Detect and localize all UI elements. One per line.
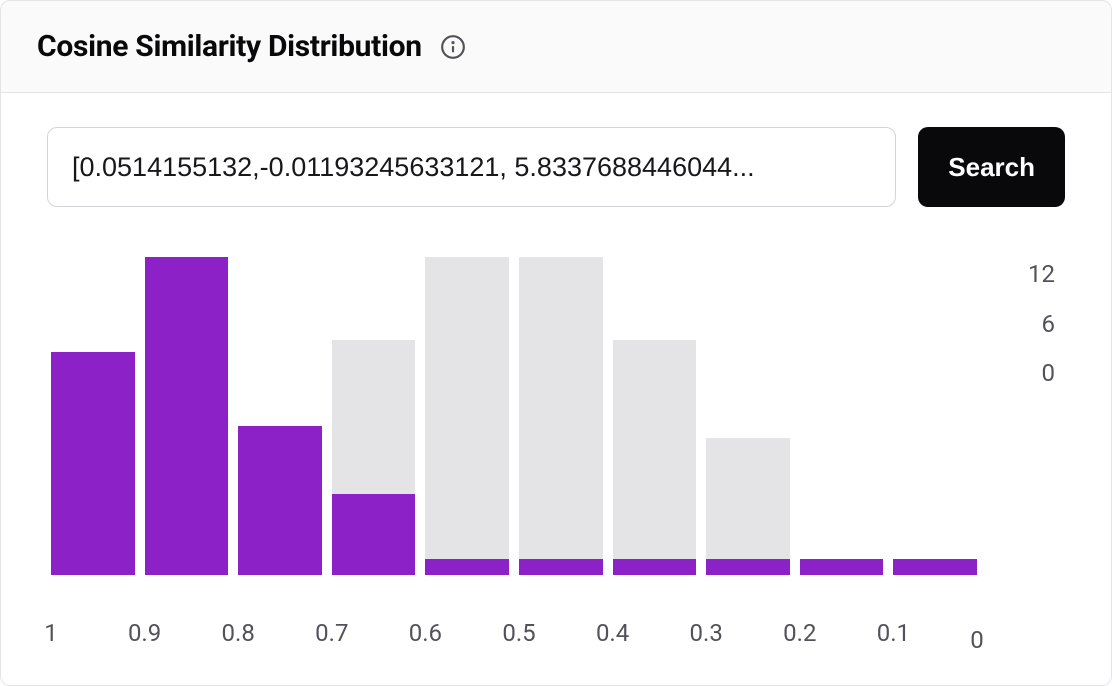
x-tick-label: 0.8 <box>222 619 255 647</box>
y-tick-label: 0 <box>1042 359 1056 387</box>
histogram-bar[interactable] <box>893 257 977 575</box>
histogram-bar[interactable] <box>425 257 509 575</box>
histogram-bar-fg <box>800 559 884 575</box>
x-tick-label: 0 <box>970 620 984 654</box>
y-tick-label: 6 <box>1042 310 1056 338</box>
histogram-bar-bg <box>613 340 697 575</box>
x-tick-slot: 0.9 <box>145 613 229 661</box>
histogram-bar-fg <box>145 257 229 575</box>
cosine-similarity-panel: Cosine Similarity Distribution Search 10… <box>0 0 1112 686</box>
x-tick-label: 0.6 <box>409 619 442 647</box>
histogram-bar-fg <box>238 426 322 575</box>
histogram-bar[interactable] <box>51 257 135 575</box>
search-button[interactable]: Search <box>918 127 1065 207</box>
histogram-bar[interactable] <box>706 257 790 575</box>
histogram-bar[interactable] <box>332 257 416 575</box>
x-tick-label: 1 <box>44 619 58 647</box>
histogram-bar-fg <box>332 494 416 575</box>
histogram-bar[interactable] <box>519 257 603 575</box>
histogram-bar-bg <box>706 438 790 575</box>
x-tick-slot: 1 <box>51 613 135 661</box>
vector-search-input[interactable] <box>47 127 896 207</box>
histogram-bar[interactable] <box>145 257 229 575</box>
x-tick-slot: 0.6 <box>425 613 509 661</box>
search-row: Search <box>47 127 1065 207</box>
histogram-bars-area <box>51 257 977 575</box>
histogram-bar-fg <box>519 559 603 575</box>
x-tick-label: 0.7 <box>315 619 348 647</box>
x-tick-label: 0.4 <box>596 619 629 647</box>
x-tick-label: 0.5 <box>502 619 535 647</box>
histogram-bar[interactable] <box>800 257 884 575</box>
x-tick-label: 0.9 <box>128 619 161 647</box>
x-tick-slot: 0.4 <box>613 613 697 661</box>
histogram-bar[interactable] <box>613 257 697 575</box>
histogram-bar-bg <box>519 257 603 575</box>
x-tick-label: 0.1 <box>877 619 910 647</box>
panel-header: Cosine Similarity Distribution <box>1 1 1111 93</box>
x-tick-slot: 0.5 <box>519 613 603 661</box>
info-icon[interactable] <box>440 34 466 60</box>
histogram-bar-fg <box>706 559 790 575</box>
histogram-bar-fg <box>893 559 977 575</box>
histogram-bar-fg <box>51 352 135 575</box>
x-tick-slot: 0.7 <box>332 613 416 661</box>
x-tick-label: 0.3 <box>690 619 723 647</box>
x-axis: 10.90.80.70.60.50.40.30.20.1 <box>51 613 977 661</box>
x-tick-label: 0.2 <box>783 619 816 647</box>
histogram-bar-fg <box>613 559 697 575</box>
histogram-bar-fg <box>425 559 509 575</box>
y-axis: 12 6 0 <box>987 257 1065 575</box>
panel-body: Search 10.90.80.70.60.50.40.30.20.1 0 12… <box>1 93 1111 685</box>
histogram-chart: 10.90.80.70.60.50.40.30.20.1 0 1260 <box>47 257 1065 661</box>
x-tick-slot: 0.8 <box>238 613 322 661</box>
y-tick-label: 12 <box>1028 260 1055 288</box>
x-tick-slot: 0.3 <box>706 613 790 661</box>
histogram-bar-bg <box>425 257 509 575</box>
histogram-bar[interactable] <box>238 257 322 575</box>
x-axis-last-tick: 0 <box>964 613 978 661</box>
panel-title: Cosine Similarity Distribution <box>37 29 422 64</box>
x-tick-slot: 0.2 <box>800 613 884 661</box>
